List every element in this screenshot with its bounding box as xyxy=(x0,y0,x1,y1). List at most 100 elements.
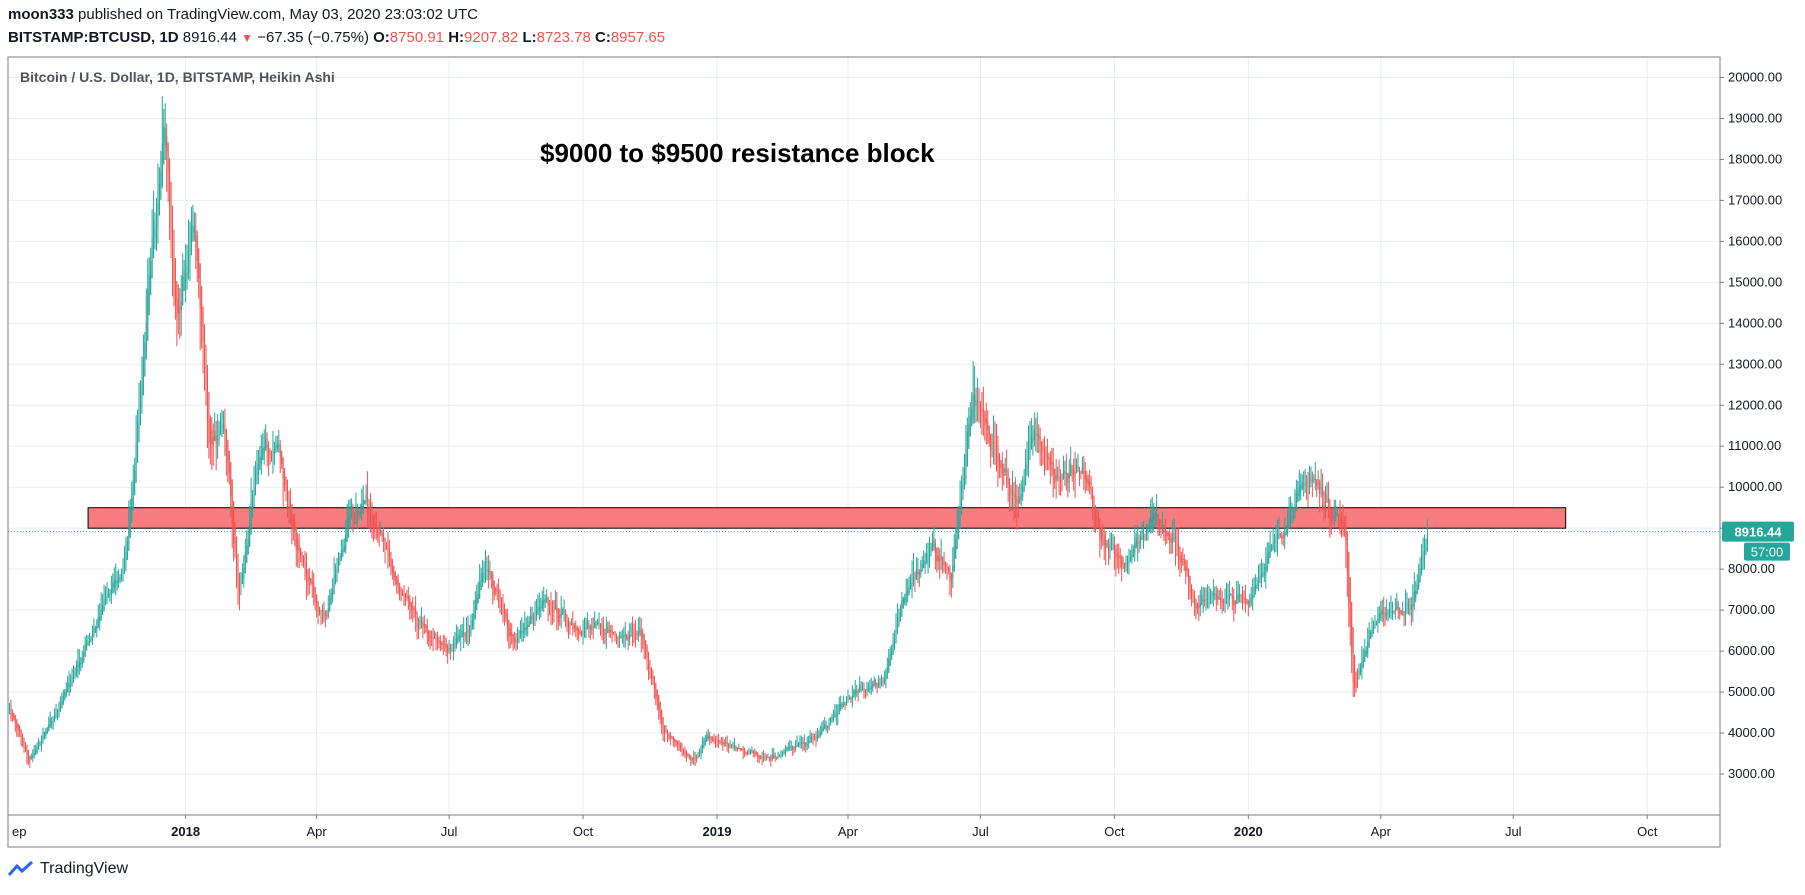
candle-body xyxy=(89,640,91,644)
candle-body xyxy=(77,663,79,673)
candle-body xyxy=(340,550,342,561)
tradingview-logo[interactable]: TradingView xyxy=(8,860,128,878)
candle-body xyxy=(230,462,232,497)
candle-body xyxy=(675,740,677,743)
candle-body xyxy=(141,382,143,409)
candle-body xyxy=(214,430,216,442)
x-tick-label: Oct xyxy=(573,824,594,839)
close-value: 8957.65 xyxy=(610,29,666,46)
resistance-annotation[interactable]: $9000 to $9500 resistance block xyxy=(540,138,935,168)
candle-body xyxy=(1135,537,1137,549)
candle-body xyxy=(458,636,460,639)
candle-body xyxy=(918,571,920,575)
candle-body xyxy=(298,544,300,552)
candle-body xyxy=(1000,460,1002,468)
candle-body xyxy=(1276,537,1278,542)
publisher-name[interactable]: moon333 xyxy=(8,6,74,23)
candle-body xyxy=(1150,517,1152,530)
candle-body xyxy=(1087,478,1089,485)
candle-body xyxy=(387,544,389,551)
x-tick-label: Oct xyxy=(1637,824,1658,839)
candle-body xyxy=(559,615,561,619)
candle-body xyxy=(1310,476,1312,483)
candle-body xyxy=(614,632,616,636)
candle-body xyxy=(1421,556,1423,576)
candle-body xyxy=(538,607,540,611)
candle-body xyxy=(1343,522,1345,524)
candle-body xyxy=(1333,516,1335,518)
candle-body xyxy=(450,648,452,651)
candle-body xyxy=(656,689,658,701)
candle-body xyxy=(911,577,913,586)
y-tick-label: 17000.00 xyxy=(1728,192,1782,207)
chart-title: Bitcoin / U.S. Dollar, 1D, BITSTAMP, Hei… xyxy=(20,69,335,85)
candle-body xyxy=(902,598,904,609)
candle-body xyxy=(211,430,213,444)
candle-body xyxy=(177,299,179,314)
candle-body xyxy=(779,755,781,757)
candle-body xyxy=(1364,651,1366,663)
resistance-zone[interactable] xyxy=(87,507,1567,529)
candle-body xyxy=(301,551,303,560)
candle-body xyxy=(464,633,466,637)
candle-body xyxy=(388,547,390,556)
candle-body xyxy=(1113,544,1115,554)
candle-body xyxy=(739,748,741,750)
candle-body xyxy=(1239,595,1241,597)
candle-body xyxy=(1396,602,1398,611)
candle-body xyxy=(604,628,606,638)
candle-body xyxy=(425,624,427,629)
candle-body xyxy=(467,630,469,633)
candle-body xyxy=(1022,487,1024,497)
candle-body xyxy=(799,741,801,745)
candle-body xyxy=(139,390,141,426)
candle-body xyxy=(231,479,233,523)
candle-body xyxy=(977,400,979,403)
y-tick-label: 20000.00 xyxy=(1728,69,1782,84)
candle-body xyxy=(294,522,296,532)
candle-body xyxy=(171,205,174,254)
candle-body xyxy=(1335,512,1337,518)
candle-body xyxy=(576,627,578,632)
candle-body xyxy=(1016,496,1018,505)
candle-body xyxy=(566,614,568,624)
candle-body xyxy=(725,742,727,744)
candle-body xyxy=(958,518,960,540)
candle-body xyxy=(1221,598,1223,603)
candle-body xyxy=(892,641,894,655)
candle-body xyxy=(1217,596,1219,600)
candle-body xyxy=(694,758,696,760)
candle-body xyxy=(1288,511,1290,529)
candle-body xyxy=(352,512,354,517)
symbol-label: BITSTAMP:BTCUSD, 1D xyxy=(8,29,179,46)
candle-body xyxy=(1234,600,1236,608)
candle-body xyxy=(1182,558,1184,560)
candle-body xyxy=(1282,536,1284,539)
candle-body xyxy=(179,306,181,314)
candle-body xyxy=(36,747,38,753)
candle-body xyxy=(1253,586,1255,598)
candle-body xyxy=(374,522,376,528)
candle-body xyxy=(167,143,169,173)
candle-body xyxy=(1314,478,1316,480)
candle-body xyxy=(75,669,77,675)
candle-body xyxy=(1271,545,1273,552)
candle-body xyxy=(749,751,751,753)
candle-body xyxy=(35,749,37,755)
candle-body xyxy=(486,569,488,571)
candle-body xyxy=(1170,538,1172,544)
candle-body xyxy=(800,742,802,744)
candle-body xyxy=(403,591,405,596)
candle-body xyxy=(1269,545,1271,558)
candle-body xyxy=(908,586,910,594)
candle-body xyxy=(1422,551,1424,566)
y-tick-label: 15000.00 xyxy=(1728,274,1782,289)
candle-body xyxy=(1375,622,1377,626)
candle-body xyxy=(1220,597,1222,600)
candle-body xyxy=(1163,524,1165,533)
candle-body xyxy=(266,444,268,448)
candle-body xyxy=(994,442,996,445)
candle-body xyxy=(1192,591,1194,598)
candle-body xyxy=(841,704,843,707)
